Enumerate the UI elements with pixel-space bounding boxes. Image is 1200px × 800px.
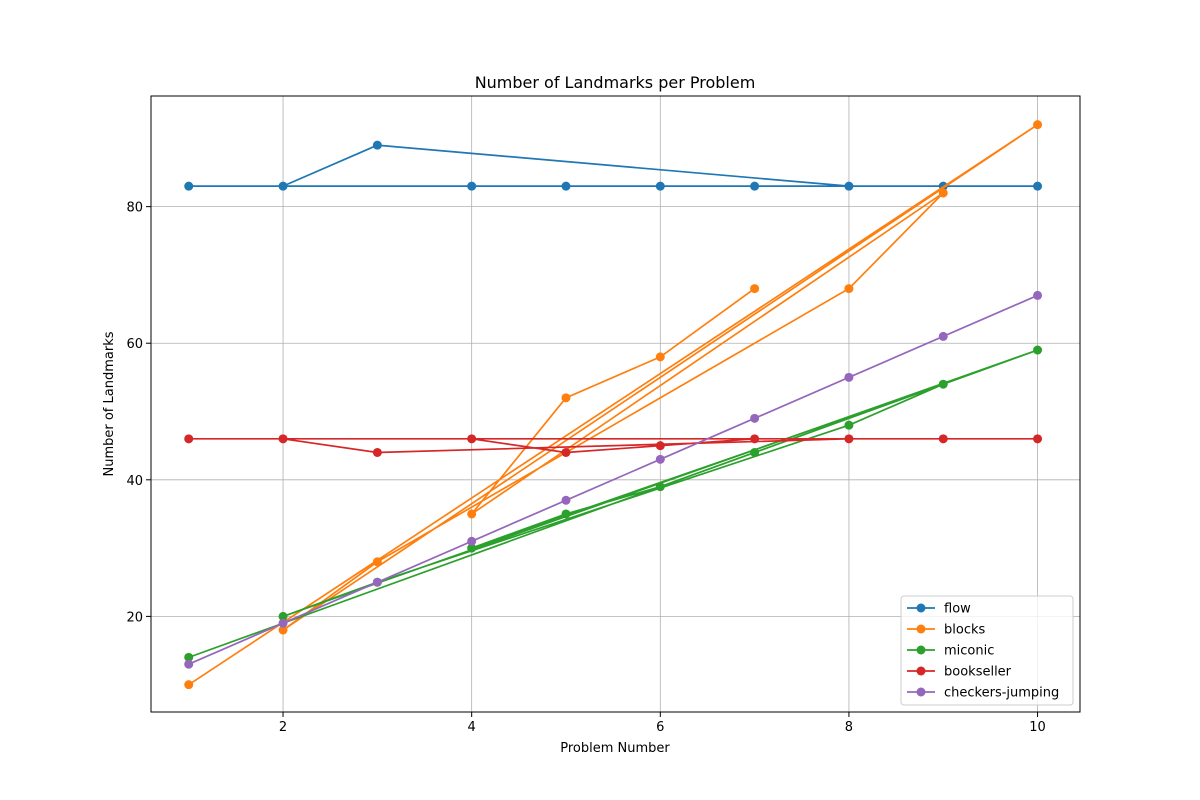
y-tick-label: 20 [126, 610, 143, 625]
data-point-blocks [278, 625, 288, 635]
legend-box [900, 595, 1074, 706]
data-point-bookseller [655, 441, 665, 451]
data-point-checkers-jumping [655, 454, 665, 464]
y-tick-label: 80 [126, 201, 143, 216]
legend: flow blocks miconic bookseller checkers-jump… [900, 595, 1074, 706]
legend-label-flow: flow [944, 602, 971, 617]
plot-area [184, 120, 1043, 690]
data-point-bookseller [561, 447, 571, 457]
data-point-flow [278, 181, 288, 191]
axes-frame [150, 95, 1081, 713]
legend-label-bookseller: bookseller [944, 665, 1012, 680]
legend-swatch-marker [916, 687, 926, 697]
y-tick-label: 60 [126, 337, 143, 352]
y-axis-ticks: 20 40 60 80 [126, 201, 151, 625]
data-point-bookseller [184, 434, 194, 444]
data-point-bookseller [1033, 434, 1043, 444]
data-point-checkers-jumping [278, 618, 288, 628]
data-point-flow [184, 181, 194, 191]
chart-title: Number of Landmarks per Problem [475, 73, 756, 92]
data-point-checkers-jumping [750, 413, 760, 423]
data-point-checkers-jumping [372, 577, 382, 587]
data-point-flow [750, 181, 760, 191]
data-point-bookseller [750, 434, 760, 444]
data-point-blocks [467, 509, 477, 519]
data-point-bookseller [278, 434, 288, 444]
data-point-blocks [372, 557, 382, 567]
x-axis-label: Problem Number [560, 741, 670, 756]
data-point-checkers-jumping [184, 659, 194, 669]
series-flow [184, 140, 1043, 191]
data-point-miconic [467, 543, 477, 553]
x-tick-label: 10 [1029, 720, 1046, 735]
data-point-blocks [938, 188, 948, 198]
data-point-miconic [184, 652, 194, 662]
x-axis-ticks: 2 4 6 8 10 [279, 712, 1046, 735]
data-point-miconic [844, 420, 854, 430]
series-line-blocks [188, 123, 1039, 686]
data-point-bookseller [467, 434, 477, 444]
data-point-checkers-jumping [561, 495, 571, 505]
data-point-flow [844, 181, 854, 191]
data-point-blocks [655, 352, 665, 362]
data-point-blocks [561, 393, 571, 403]
series-miconic [184, 345, 1043, 662]
data-point-checkers-jumping [1033, 290, 1043, 300]
series-line-bookseller [188, 437, 1038, 454]
data-point-blocks [750, 284, 760, 294]
series-checkers-jumping [184, 290, 1043, 669]
x-tick-label: 6 [656, 720, 664, 735]
data-point-miconic [655, 482, 665, 492]
legend-label-checkers-jumping: checkers-jumping [944, 686, 1059, 701]
data-point-checkers-jumping [467, 536, 477, 546]
legend-label-miconic: miconic [944, 644, 994, 659]
legend-swatch-marker [916, 603, 926, 613]
legend-swatch-marker [916, 666, 926, 676]
data-point-miconic [938, 379, 948, 389]
legend-swatch-marker [916, 624, 926, 634]
data-point-blocks [1033, 120, 1043, 130]
data-point-bookseller [372, 447, 382, 457]
data-point-miconic [750, 447, 760, 457]
data-point-bookseller [938, 434, 948, 444]
data-point-flow [561, 181, 571, 191]
x-tick-label: 8 [845, 720, 853, 735]
y-axis-label: Number of Landmarks [102, 331, 117, 476]
data-point-blocks [184, 680, 194, 690]
data-point-flow [655, 181, 665, 191]
data-point-bookseller [844, 434, 854, 444]
data-point-miconic [1033, 345, 1043, 355]
x-tick-label: 2 [279, 720, 287, 735]
data-point-flow [372, 140, 382, 150]
x-tick-label: 4 [468, 720, 476, 735]
data-point-miconic [561, 509, 571, 519]
y-tick-label: 40 [126, 474, 143, 489]
data-point-flow [1033, 181, 1043, 191]
data-point-checkers-jumping [844, 372, 854, 382]
data-point-blocks [844, 284, 854, 294]
data-point-flow [467, 181, 477, 191]
data-point-checkers-jumping [938, 331, 948, 341]
series-bookseller [184, 434, 1043, 457]
series-blocks [184, 120, 1043, 690]
legend-label-blocks: blocks [944, 623, 985, 638]
legend-swatch-marker [916, 645, 926, 655]
data-point-miconic [278, 611, 288, 621]
